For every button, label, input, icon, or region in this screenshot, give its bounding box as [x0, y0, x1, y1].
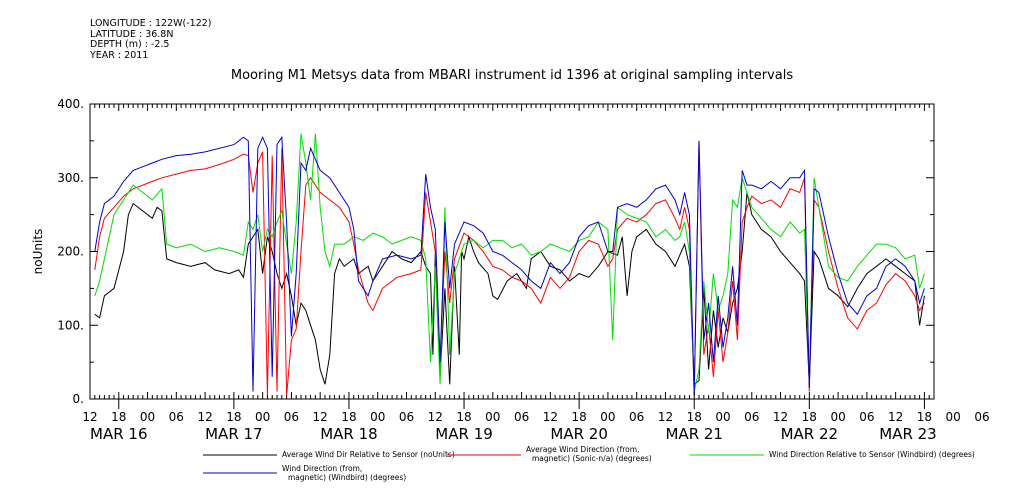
x-tick-label: 00	[255, 410, 270, 424]
x-tick-label: 00	[715, 410, 730, 424]
series-layer	[94, 133, 925, 396]
x-tick-label: 06	[859, 410, 874, 424]
x-tick-label: 18	[341, 410, 356, 424]
x-day-label: MAR 23	[879, 425, 936, 443]
x-tick-label: 06	[169, 410, 184, 424]
x-tick-label: 18	[687, 410, 702, 424]
x-tick-label: 12	[773, 410, 788, 424]
x-tick-label: 00	[946, 410, 961, 424]
x-tick-label: 18	[571, 410, 586, 424]
x-tick-label: 06	[514, 410, 529, 424]
legend-label-3: Wind Direction Relative to Sensor (Windb…	[769, 450, 975, 459]
x-tick-label: 00	[830, 410, 845, 424]
y-tick-label: 200.	[57, 245, 84, 259]
x-tick-label: 18	[802, 410, 817, 424]
metadata-block: LONGITUDE : 122W(-122) LATITUDE : 36.8N …	[90, 18, 212, 61]
x-tick-label: 18	[456, 410, 471, 424]
x-tick-label: 12	[428, 410, 443, 424]
x-tick-label: 18	[917, 410, 932, 424]
x-tick-label: 00	[600, 410, 615, 424]
y-axis-label: noUnits	[31, 229, 45, 275]
x-tick-label: 12	[197, 410, 212, 424]
x-day-label: MAR 19	[435, 425, 492, 443]
x-tick-label: 06	[399, 410, 414, 424]
x-tick-label: 06	[744, 410, 759, 424]
x-day-label: MAR 22	[781, 425, 838, 443]
depth-label: DEPTH (m) : -2.5	[90, 39, 170, 50]
longitude-label: LONGITUDE : 122W(-122)	[90, 18, 212, 29]
legend-layer: Average Wind Dir Relative to Sensor (noU…	[203, 445, 975, 482]
x-tick-label: 00	[370, 410, 385, 424]
x-tick-label: 06	[284, 410, 299, 424]
y-tick-label: 0.	[73, 392, 84, 406]
x-day-label: MAR 21	[665, 425, 722, 443]
x-tick-label: 00	[140, 410, 155, 424]
x-day-label: MAR 17	[205, 425, 262, 443]
x-tick-label: 12	[543, 410, 558, 424]
x-tick-label: 12	[313, 410, 328, 424]
series-line-3	[94, 133, 925, 392]
x-tick-label: 12	[82, 410, 97, 424]
x-day-label: MAR 20	[550, 425, 607, 443]
year-label: YEAR : 2011	[90, 49, 149, 61]
x-tick-label: 18	[226, 410, 241, 424]
x-tick-label: 06	[974, 410, 989, 424]
series-line-2	[94, 140, 925, 396]
x-tick-label: 12	[658, 410, 673, 424]
chart-title: Mooring M1 Metsys data from MBARI instru…	[230, 68, 794, 83]
x-tick-label: 12	[888, 410, 903, 424]
x-tick-label: 06	[629, 410, 644, 424]
x-day-label: MAR 16	[90, 425, 147, 443]
legend-label-4: Wind Direction (from, magnetic) (Windbird…	[282, 464, 406, 482]
x-tick-label: 00	[485, 410, 500, 424]
series-line-1	[94, 192, 925, 386]
y-tick-label: 300.	[57, 171, 84, 185]
y-tick-label: 100.	[57, 318, 84, 332]
x-day-label: MAR 18	[320, 425, 377, 443]
y-tick-label: 400.	[57, 97, 84, 111]
latitude-label: LATITUDE : 36.8N	[90, 28, 174, 40]
legend-label-2: Average Wind Direction (from, magnetic) (…	[526, 445, 652, 463]
legend-label-1: Average Wind Dir Relative to Sensor (noU…	[282, 450, 455, 459]
series-line-4	[94, 135, 925, 396]
x-tick-label: 18	[111, 410, 126, 424]
axes-layer: 12 18 00 06 12 18 00 06 12 18 00 06 12 18 00 06 12 18 00 06…	[31, 97, 990, 443]
plot-frame	[89, 103, 935, 400]
